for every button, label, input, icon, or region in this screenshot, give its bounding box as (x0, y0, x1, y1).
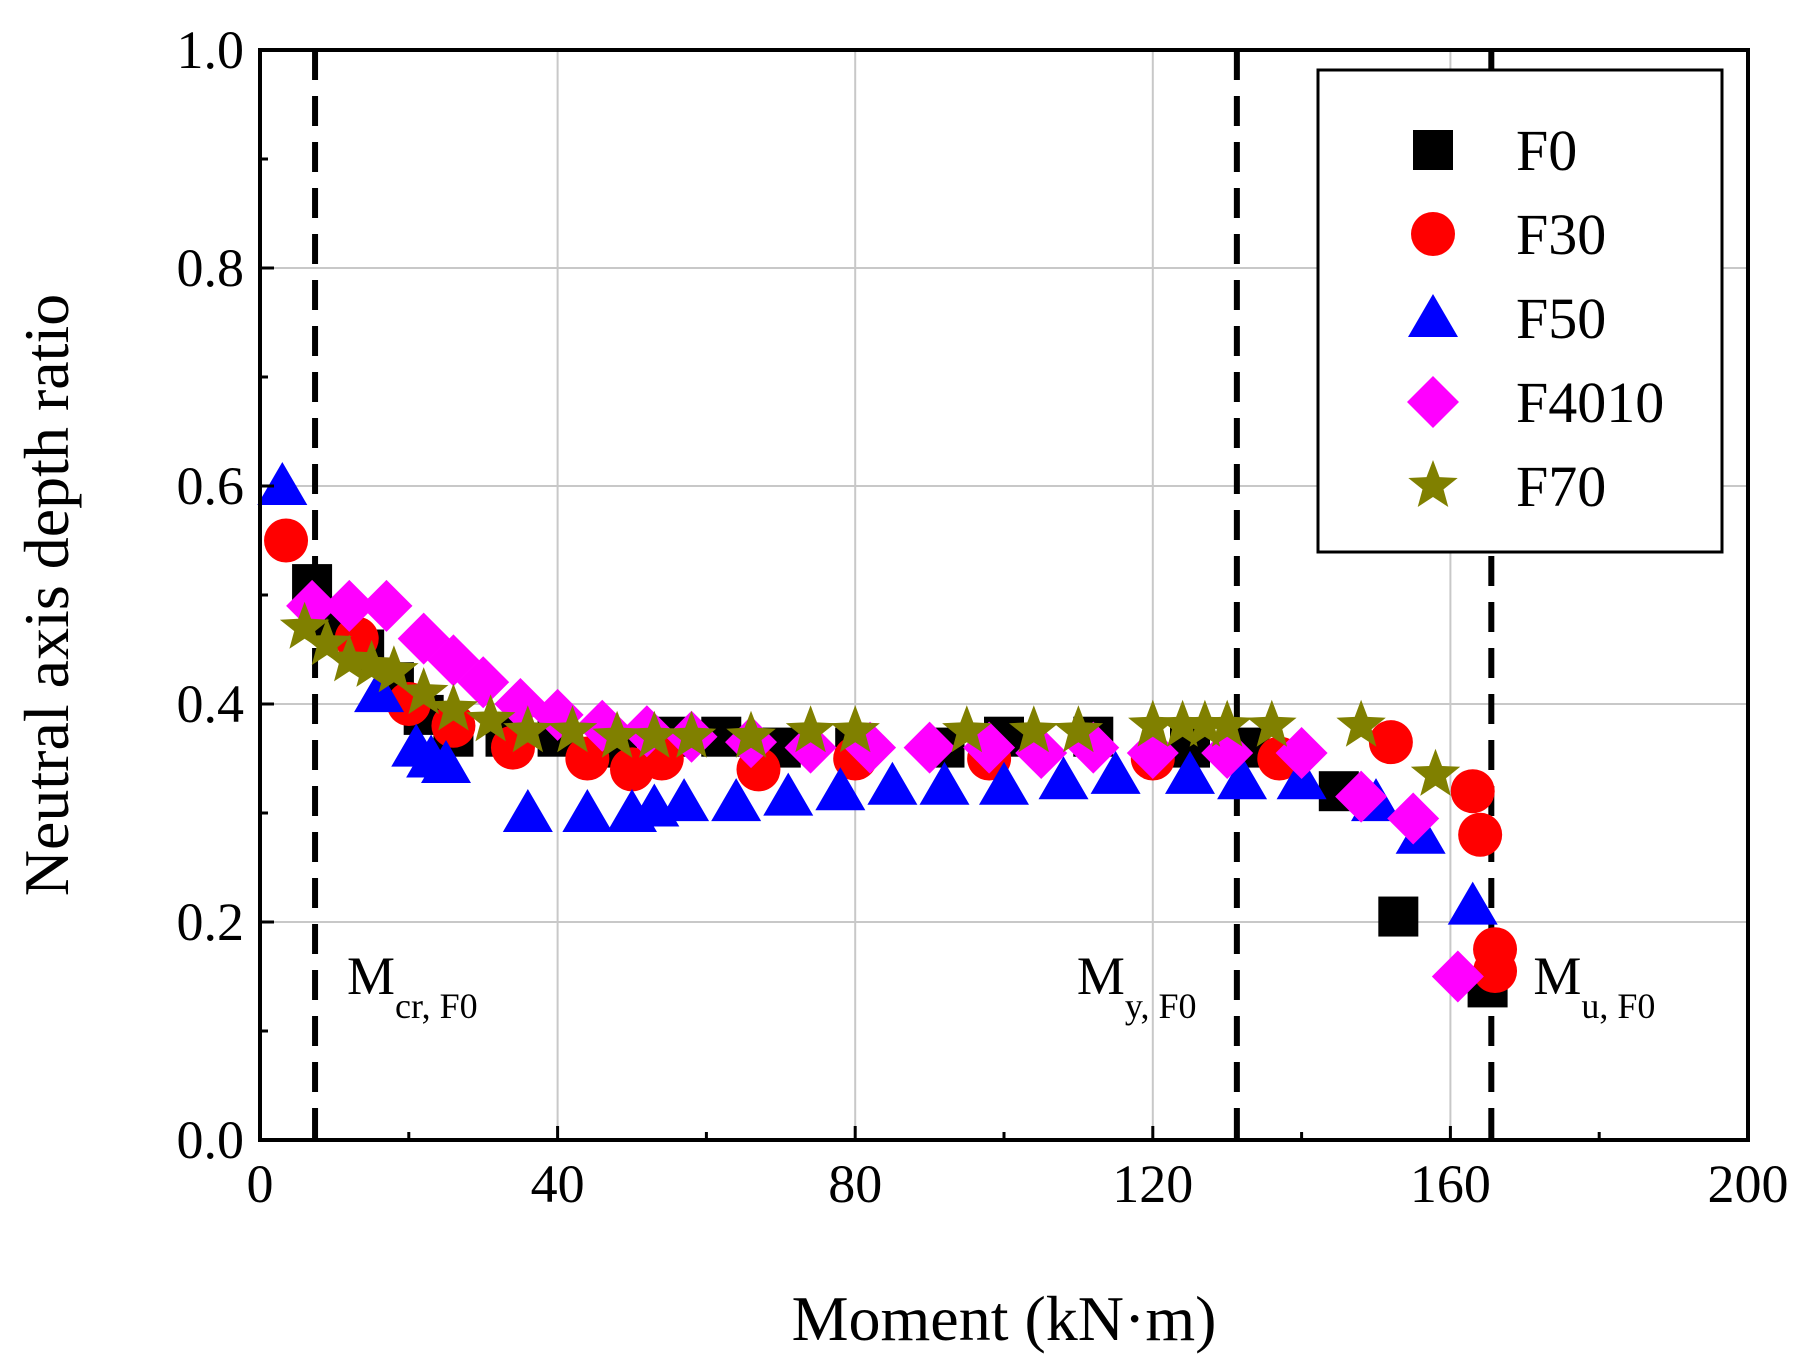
data-point-f50 (815, 767, 866, 811)
data-point-f50 (1165, 750, 1215, 794)
data-point-f4010 (1431, 950, 1484, 1003)
legend-marker-f4010 (1407, 376, 1459, 428)
y-tick-label: 0.0 (177, 1110, 245, 1170)
data-point-f4010 (1275, 727, 1328, 780)
data-point-f70 (1336, 699, 1386, 747)
data-point-f4010 (784, 721, 837, 774)
y-tick-label: 0.6 (177, 456, 245, 516)
data-point-f70 (726, 710, 776, 758)
legend-label: F50 (1516, 286, 1606, 351)
annotation-label: M (1077, 946, 1125, 1006)
data-point-f70 (1157, 699, 1208, 747)
data-point-f70 (503, 705, 553, 753)
data-point-f4010 (1335, 770, 1388, 823)
x-tick-label: 80 (828, 1154, 882, 1214)
data-point-f70 (942, 705, 992, 753)
data-point-f50 (502, 789, 553, 832)
legend-label: F0 (1516, 118, 1577, 183)
data-point-f70 (369, 645, 419, 693)
data-point-f50 (659, 778, 710, 822)
data-point-f50 (711, 778, 762, 822)
annotation-subscript: y, F0 (1125, 986, 1197, 1026)
data-point-f70 (428, 683, 479, 731)
data-point-f4010 (903, 721, 956, 774)
y-tick-label: 0.8 (177, 238, 245, 298)
data-point-f50 (867, 761, 918, 805)
annotation-subscript: cr, F0 (395, 986, 478, 1026)
data-point-f30 (264, 518, 309, 563)
data-point-f70 (1180, 699, 1230, 747)
legend-label: F4010 (1516, 370, 1664, 435)
data-point-f50 (1038, 756, 1089, 800)
data-point-f4010 (457, 656, 510, 709)
data-point-f50 (919, 761, 970, 805)
legend-marker-f30 (1411, 212, 1455, 256)
y-tick-label: 0.4 (177, 674, 245, 734)
legend-box (1316, 68, 1724, 554)
data-point-f4010 (494, 678, 547, 730)
data-point-f50 (257, 462, 308, 505)
legend-label: F70 (1516, 454, 1606, 519)
data-point-f30 (1458, 812, 1503, 857)
data-point-f70 (830, 705, 880, 753)
data-point-f4010 (1015, 727, 1068, 780)
data-point-f50 (354, 669, 405, 713)
annotation-label: M (1533, 946, 1581, 1006)
data-point-f50 (763, 772, 814, 816)
data-point-f4010 (360, 579, 413, 632)
legend: F0 F30 F50 F4010 F70 (1316, 68, 1724, 554)
data-point-f70 (1053, 705, 1104, 753)
x-tick-label: 0 (247, 1154, 274, 1214)
y-tick-label: 0.2 (177, 892, 245, 952)
x-tick-label: 120 (1112, 1154, 1193, 1214)
data-point-f4010 (323, 579, 376, 632)
data-point-f70 (1202, 699, 1252, 747)
data-point-f50 (1447, 881, 1498, 925)
legend-marker-f50 (1408, 294, 1458, 337)
data-point-f70 (1410, 748, 1461, 796)
y-axis-title: Neutral axis depth ratio (11, 294, 82, 896)
data-point-f70 (629, 710, 679, 758)
data-point-f70 (399, 667, 449, 715)
data-point-f70 (465, 694, 516, 742)
data-point-f70 (666, 710, 717, 758)
data-point-f70 (592, 710, 642, 758)
data-point-f50 (1217, 756, 1268, 800)
legend-marker-f0 (1413, 130, 1453, 170)
data-point-f70 (785, 705, 836, 753)
data-point-f70 (1128, 699, 1178, 747)
data-point-f70 (547, 705, 598, 753)
data-point-f50 (562, 789, 613, 832)
x-tick-label: 160 (1410, 1154, 1491, 1214)
axis-ticks: 0 40 80 120 160 200 0.0 0.2 0.4 0.6 0.8 1.0 (177, 20, 1789, 1214)
data-point-f70 (302, 618, 352, 666)
annotation-subscript: u, F0 (1581, 986, 1655, 1026)
series-f70 (279, 601, 1461, 796)
data-point-f70 (1247, 699, 1297, 747)
data-point-f50 (979, 761, 1029, 805)
legend-label: F30 (1516, 202, 1606, 267)
x-tick-label: 200 (1708, 1154, 1789, 1214)
x-axis-title: Moment (kN·m) (792, 1283, 1217, 1354)
legend-marker-f70 (1408, 460, 1458, 507)
y-tick-label: 1.0 (177, 20, 245, 80)
data-point-f0 (1378, 896, 1419, 937)
data-point-f70 (1009, 705, 1059, 753)
data-point-f4010 (1387, 792, 1440, 845)
data-point-f30 (1473, 949, 1518, 994)
data-point-f30 (1368, 720, 1413, 765)
data-point-f30 (1450, 769, 1495, 814)
annotation-label: M (347, 946, 395, 1006)
data-point-f50 (1090, 750, 1141, 794)
data-point-f50 (421, 739, 471, 783)
x-tick-label: 40 (531, 1154, 585, 1214)
series-f50 (257, 462, 1498, 925)
data-point-f70 (279, 601, 330, 649)
data-points (257, 462, 1518, 1008)
